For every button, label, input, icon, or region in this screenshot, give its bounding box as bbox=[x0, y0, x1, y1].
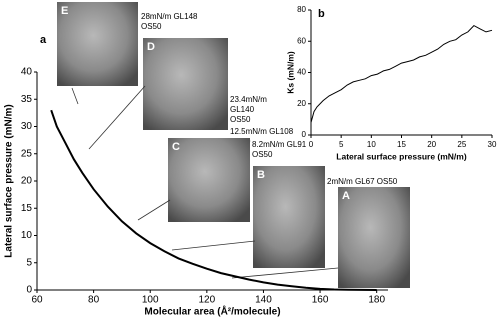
x-tick-label: 180 bbox=[368, 295, 385, 306]
x-tick-label: 5 bbox=[339, 140, 344, 149]
arrow bbox=[231, 267, 339, 279]
y-axis-title: Lateral surface pressure (mN/m) bbox=[4, 104, 15, 257]
y-tick-label: 0 bbox=[26, 285, 32, 296]
image-letter: A bbox=[342, 190, 350, 202]
panel-label: a bbox=[40, 34, 47, 46]
x-tick-label: 120 bbox=[198, 295, 215, 306]
y-tick-label: 25 bbox=[21, 148, 33, 159]
image-annotation: 12.5mN/m GL108 bbox=[230, 127, 294, 136]
x-tick-label: 10 bbox=[367, 140, 376, 149]
y-tick-label: 20 bbox=[21, 176, 33, 187]
arrow bbox=[71, 87, 79, 105]
y-tick-label: 60 bbox=[297, 36, 306, 45]
image-annotation: OS50 bbox=[141, 22, 162, 31]
arrow bbox=[88, 85, 146, 150]
arrow bbox=[171, 240, 256, 251]
x-axis-title: Molecular area (Å²/molecule) bbox=[144, 305, 280, 318]
y-tick-label: 0 bbox=[302, 130, 307, 139]
y-tick-label: 15 bbox=[21, 203, 33, 214]
y-tick-label: 35 bbox=[21, 94, 33, 105]
image-letter: B bbox=[257, 169, 265, 181]
x-tick-label: 25 bbox=[457, 140, 466, 149]
y-tick-label: 80 bbox=[297, 5, 306, 14]
micrograph bbox=[168, 138, 250, 222]
micrograph bbox=[57, 2, 138, 86]
x-tick-label: 20 bbox=[427, 140, 436, 149]
arrow bbox=[137, 199, 171, 221]
image-annotation: OS50 bbox=[230, 115, 251, 124]
image-annotation: OS50 bbox=[252, 150, 273, 159]
x-tick-label: 100 bbox=[142, 295, 159, 306]
y-tick-label: 20 bbox=[297, 99, 306, 108]
x-tick-label: 30 bbox=[488, 140, 497, 149]
micrograph bbox=[253, 166, 325, 268]
x-tick-label: 15 bbox=[397, 140, 406, 149]
image-annotation: 28mN/m GL148 bbox=[141, 12, 198, 21]
image-annotation: 23.4mN/m bbox=[230, 95, 267, 104]
y-tick-label: 10 bbox=[21, 230, 33, 241]
data-line bbox=[50, 109, 377, 291]
y-tick-label: 30 bbox=[21, 121, 33, 132]
y-tick-label: 40 bbox=[297, 68, 306, 77]
image-letter: D bbox=[147, 41, 155, 53]
micrograph bbox=[143, 38, 228, 130]
image-letter: E bbox=[61, 5, 68, 17]
x-tick-label: 140 bbox=[255, 295, 272, 306]
image-annotation: 8.2mN/m GL91 bbox=[252, 140, 307, 149]
y-tick-label: 5 bbox=[26, 257, 32, 268]
micrograph bbox=[338, 187, 410, 288]
image-letter: C bbox=[172, 141, 180, 153]
x-tick-label: 80 bbox=[88, 295, 100, 306]
x-tick-label: 0 bbox=[309, 140, 314, 149]
image-annotation: GL140 bbox=[230, 105, 255, 114]
y-tick-label: 40 bbox=[21, 67, 33, 78]
x-tick-label: 60 bbox=[31, 295, 43, 306]
data-line bbox=[310, 24, 493, 123]
panel-label: b bbox=[318, 8, 325, 20]
y-axis-title: Ks (mN/m) bbox=[285, 51, 295, 94]
x-axis-title: Lateral surface pressure (mN/m) bbox=[336, 151, 467, 161]
image-annotation: 2mN/m GL67 OS50 bbox=[327, 177, 398, 186]
x-tick-label: 160 bbox=[312, 295, 329, 306]
